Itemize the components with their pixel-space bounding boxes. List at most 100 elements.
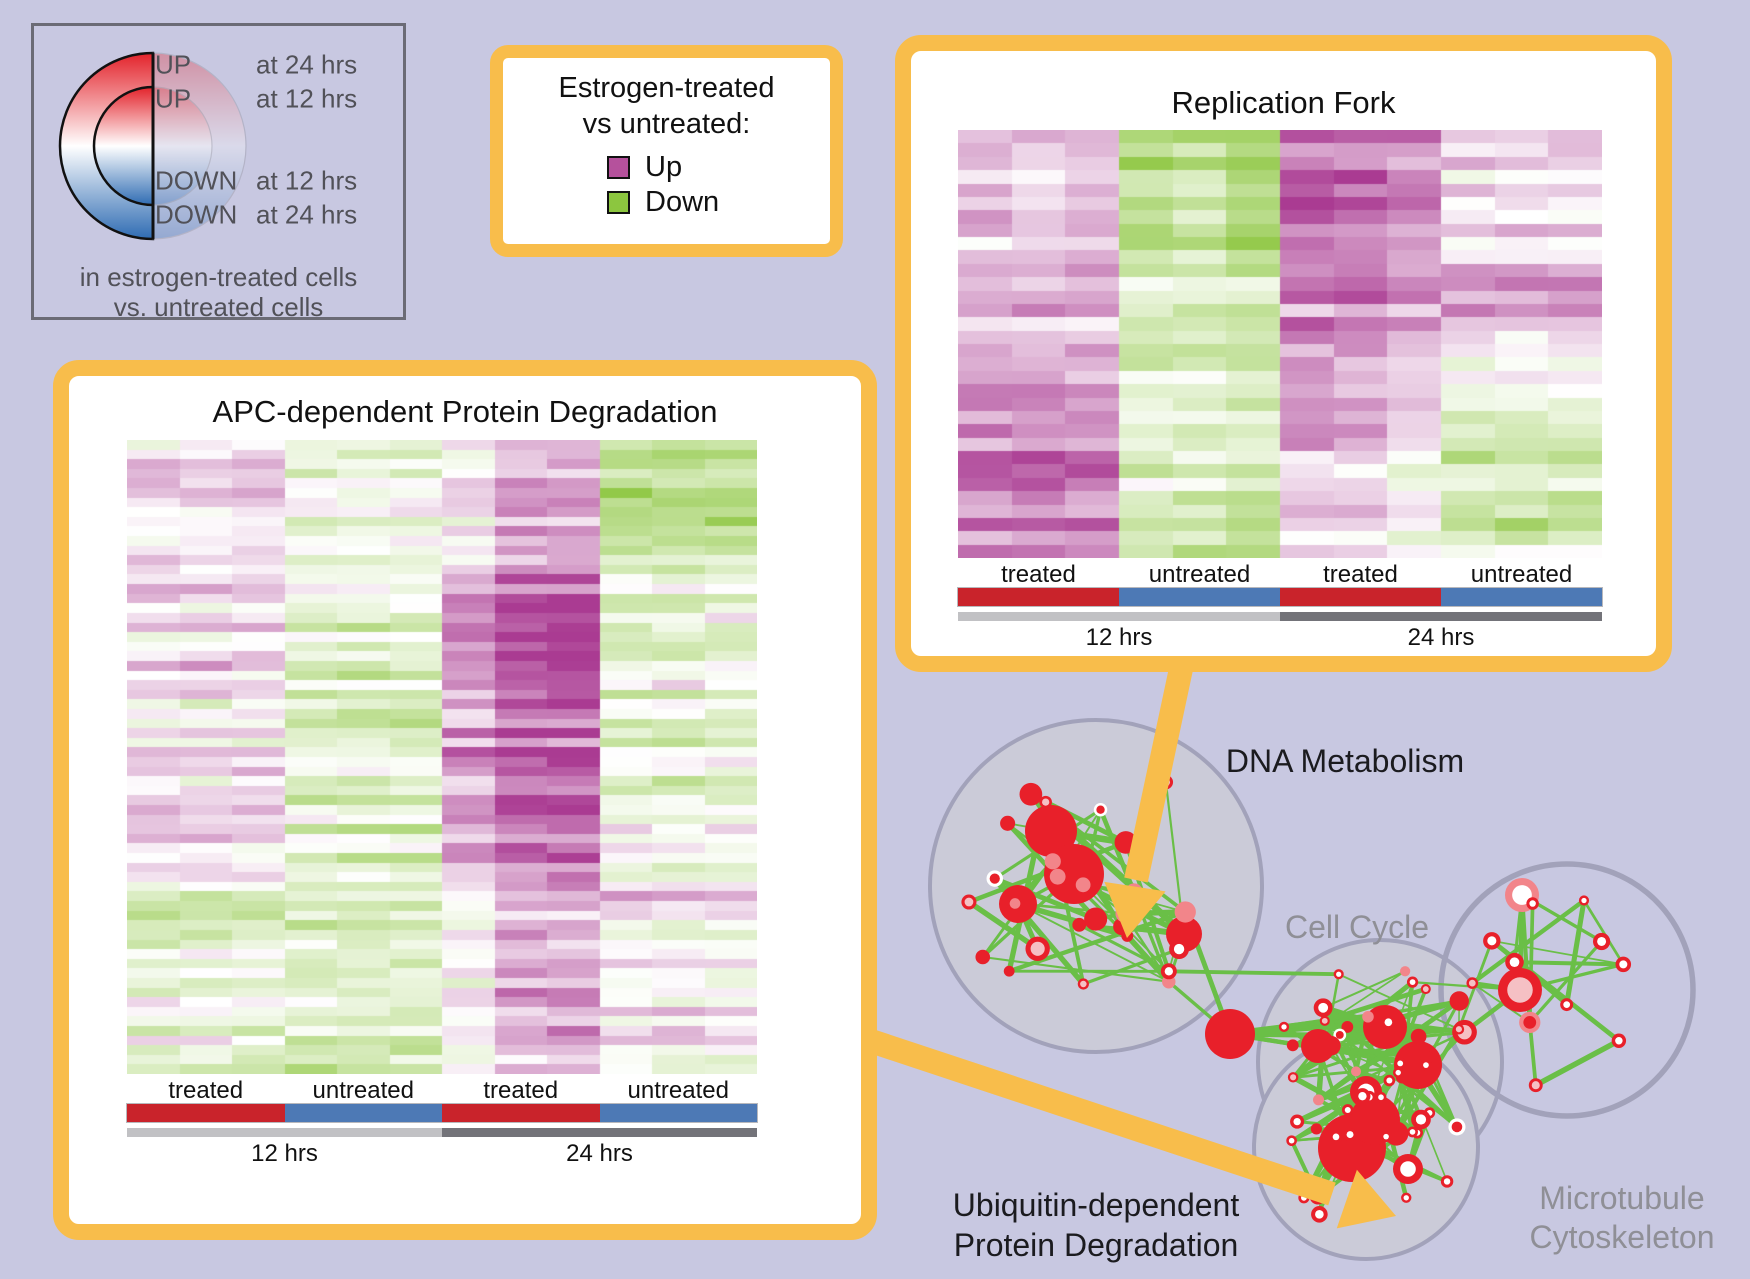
network-node	[1318, 1002, 1329, 1013]
network-node	[1205, 1009, 1255, 1059]
network-node	[1344, 1106, 1351, 1113]
direction-label: DOWN	[155, 199, 238, 230]
ubiquitin-label-line2: Protein Degradation	[954, 1227, 1239, 1263]
condition-bar-segment	[284, 1104, 442, 1122]
network-edge	[1281, 1018, 1328, 1030]
condition-label: untreated	[312, 1077, 414, 1104]
condition-bar-segment	[127, 1104, 285, 1122]
color-key-title-line1: Estrogen-treated	[558, 72, 775, 104]
cell-cycle-label: Cell Cycle	[1285, 909, 1429, 945]
time-bar-segment	[442, 1128, 757, 1137]
network-node	[1286, 1039, 1299, 1052]
network-edge	[1470, 898, 1587, 986]
network-node	[975, 949, 991, 965]
network-node	[1615, 1037, 1623, 1045]
condition-label: untreated	[1148, 561, 1251, 588]
condition-color-bar	[126, 1103, 758, 1123]
color-key-items: Up Down	[503, 150, 830, 220]
time-bar-segment	[1280, 612, 1602, 621]
network-node	[1025, 805, 1077, 857]
condition-bar-segment	[1441, 588, 1602, 606]
network-node	[1581, 897, 1587, 904]
network-node	[1409, 1129, 1416, 1135]
color-key-item: Down	[607, 185, 830, 220]
scale-caption-line2: vs. untreated cells	[113, 292, 324, 322]
network-edge	[1582, 899, 1625, 966]
microtubule-label-line1: Microtubule	[1539, 1180, 1704, 1216]
condition-label: treated	[168, 1077, 244, 1104]
network-node	[1409, 979, 1416, 986]
time-label: at 24 hrs	[256, 199, 358, 230]
network-node	[1281, 1024, 1287, 1030]
network-node	[1410, 1028, 1427, 1045]
network-node	[1400, 1161, 1416, 1177]
network-node	[989, 873, 1000, 884]
color-key: Estrogen-treated vs untreated: Up Down	[490, 45, 843, 257]
network-node	[1443, 1178, 1451, 1185]
network-edge	[1322, 970, 1407, 1009]
network-edge	[1533, 1037, 1622, 1088]
network-node	[1350, 1066, 1362, 1077]
direction-label: UP	[155, 83, 192, 114]
network-node	[1096, 805, 1105, 814]
time-label: at 12 hrs	[256, 165, 358, 196]
time-bar-segment	[127, 1128, 442, 1137]
network-node	[1315, 1210, 1324, 1219]
color-key-item-label: Up	[645, 151, 683, 183]
network-node	[1288, 1137, 1295, 1144]
network-node	[1164, 967, 1173, 976]
time-label: at 24 hrs	[256, 49, 358, 80]
apc-panel: APC-dependent Protein Degradation treate…	[53, 360, 877, 1240]
arrow-replication-fork-to-dna-metabolism-shaft	[1124, 647, 1197, 883]
ubiquitin-label-line1: Ubiquitin-dependent	[953, 1187, 1240, 1223]
network-node	[1449, 991, 1469, 1011]
condition-labels: treated untreated treated untreated	[958, 562, 1602, 588]
condition-bar-segment	[442, 1104, 600, 1122]
color-key-item-label: Down	[645, 186, 720, 218]
network-edge	[1564, 897, 1587, 1008]
network-node	[1321, 1035, 1341, 1056]
ring-inner-left-12hrs	[92, 85, 155, 207]
network-node	[1378, 1094, 1384, 1101]
network-node	[1531, 1081, 1540, 1090]
replication-fork-heatmap-block: treated untreated treated untreated 12 hrs 2…	[957, 130, 1603, 652]
color-key-title-line2: vs untreated:	[582, 108, 751, 140]
arrow-apc-to-ubiquitin-cluster-head	[1336, 1169, 1396, 1229]
arrow-replication-fork-to-dna-metabolism-head	[1104, 881, 1166, 938]
network-edge	[1513, 960, 1625, 966]
network-node	[1455, 1026, 1462, 1033]
condition-bar-segment	[1280, 588, 1441, 606]
network-node	[1619, 960, 1628, 969]
network-node	[1386, 1077, 1393, 1084]
condition-bar-segment	[1119, 588, 1280, 606]
network-edge	[1316, 998, 1462, 1103]
color-key-item: Up	[607, 150, 830, 185]
labels-layer: DNA Metabolism Cell Cycle MicrotubuleCytos…	[953, 743, 1715, 1263]
network-edge	[966, 899, 1041, 952]
condition-bar-segment	[599, 1104, 757, 1122]
network-node	[1009, 898, 1021, 909]
condition-label: untreated	[627, 1077, 729, 1104]
network-node	[1384, 1018, 1393, 1027]
network-node	[1507, 977, 1533, 1003]
network-node	[1003, 965, 1015, 977]
network-edge	[1528, 939, 1604, 1024]
time-labels: 12 hrs 24 hrs	[127, 1140, 757, 1168]
updown-ring-icon	[58, 51, 247, 241]
network-node	[1523, 1015, 1537, 1029]
network-edge	[1081, 947, 1181, 986]
network-node	[1383, 1133, 1389, 1140]
apc-heatmap-block: treated untreated treated untreated 12 hrs 2…	[126, 440, 758, 1168]
network-node	[1019, 782, 1043, 806]
condition-color-bar	[957, 587, 1603, 607]
network-node	[1332, 1133, 1340, 1141]
time-labels: 12 hrs 24 hrs	[958, 624, 1602, 652]
time-label: 12 hrs	[1085, 624, 1153, 651]
network-node	[1597, 937, 1607, 946]
network-node	[1400, 966, 1411, 977]
nodes-layer	[961, 774, 1632, 1223]
network-edge	[1077, 923, 1171, 973]
network-node	[1362, 1010, 1374, 1023]
up-swatch-icon	[607, 156, 630, 179]
